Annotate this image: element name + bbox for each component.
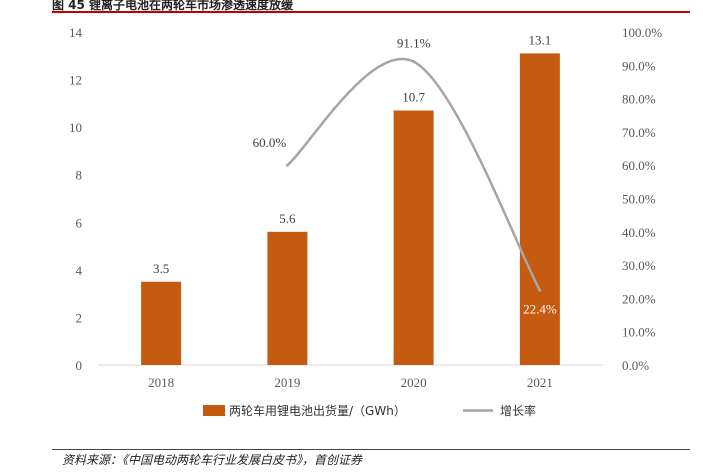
x-tick-label: 2018 bbox=[148, 375, 174, 390]
growth-rate-point bbox=[285, 163, 289, 167]
y-right-tick-label: 70.0% bbox=[622, 125, 656, 140]
y-right-tick-label: 60.0% bbox=[622, 158, 656, 173]
title-rule bbox=[52, 11, 690, 13]
bar-data-labels: 3.5 5.6 10.7 13.1 bbox=[153, 32, 551, 275]
x-tick-label: 2019 bbox=[274, 375, 300, 390]
x-tick-label: 2020 bbox=[401, 375, 427, 390]
line-series bbox=[285, 57, 542, 292]
chart-title: 图 45 锂离子电池在两轮车市场渗透速度放缓 bbox=[52, 0, 294, 12]
y-left-tick-label: 10 bbox=[69, 120, 82, 135]
y-right-tick-label: 10.0% bbox=[622, 325, 656, 340]
legend: 两轮车用锂电池出货量/（GWh） 增长率 bbox=[203, 403, 536, 418]
y-left-tick-label: 12 bbox=[69, 73, 82, 88]
y-right-axis: 0.0% 10.0% 20.0% 30.0% 40.0% 50.0% 60.0% 70.0% 8… bbox=[622, 25, 662, 373]
legend-label-bar: 两轮车用锂电池出货量/（GWh） bbox=[229, 403, 406, 418]
y-left-tick-label: 14 bbox=[69, 25, 83, 40]
y-left-tick-label: 0 bbox=[76, 358, 83, 373]
bar bbox=[519, 53, 560, 366]
legend-swatch-bar bbox=[203, 405, 225, 416]
y-right-tick-label: 20.0% bbox=[622, 291, 656, 306]
bar bbox=[393, 110, 434, 365]
line-data-labels: 60.0% 91.1% 22.4% bbox=[253, 36, 557, 317]
bar bbox=[141, 281, 182, 365]
growth-rate-point bbox=[538, 288, 542, 292]
growth-rate-point bbox=[412, 60, 416, 64]
y-left-tick-label: 6 bbox=[76, 215, 83, 230]
y-left-tick-label: 8 bbox=[76, 168, 83, 183]
y-right-tick-label: 0.0% bbox=[622, 358, 649, 373]
y-right-tick-label: 30.0% bbox=[622, 258, 656, 273]
y-left-tick-label: 2 bbox=[76, 310, 83, 325]
bar-value-label: 10.7 bbox=[402, 89, 425, 104]
line-value-label: 91.1% bbox=[397, 36, 431, 51]
bar bbox=[267, 231, 308, 365]
source-note: 资料来源：《中国电动两轮车行业发展白皮书》，首创证券 bbox=[62, 453, 363, 467]
x-tick-label: 2021 bbox=[527, 375, 553, 390]
line-value-label: 60.0% bbox=[253, 135, 287, 150]
y-left-axis: 0 2 4 6 8 10 12 14 bbox=[69, 25, 83, 373]
legend-label-line: 增长率 bbox=[500, 403, 536, 418]
bar-value-label: 13.1 bbox=[529, 32, 552, 47]
line-value-label: 22.4% bbox=[523, 301, 557, 316]
y-right-tick-label: 40.0% bbox=[622, 225, 656, 240]
y-right-tick-label: 90.0% bbox=[622, 58, 656, 73]
y-right-tick-label: 100.0% bbox=[622, 25, 662, 40]
bar-series bbox=[141, 53, 560, 366]
y-right-tick-label: 80.0% bbox=[622, 92, 656, 107]
bar-value-label: 3.5 bbox=[153, 261, 169, 276]
y-left-tick-label: 4 bbox=[76, 263, 83, 278]
y-right-tick-label: 50.0% bbox=[622, 192, 656, 207]
x-axis: 2018 2019 2020 2021 bbox=[148, 375, 553, 390]
bar-value-label: 5.6 bbox=[279, 211, 296, 226]
source-rule bbox=[52, 449, 690, 450]
combo-chart: 0 2 4 6 8 10 12 14 0.0% 10.0% 20.0% 30.0% 40.0% 50.0… bbox=[69, 25, 662, 418]
